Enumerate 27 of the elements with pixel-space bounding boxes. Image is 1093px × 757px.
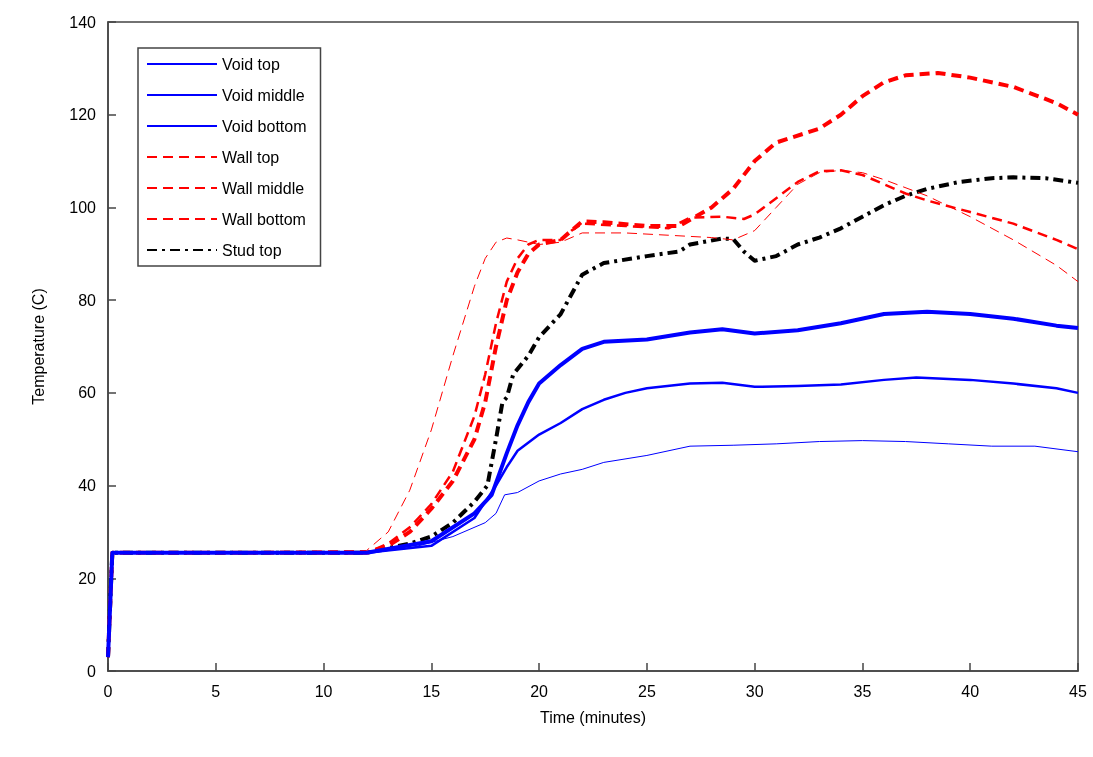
x-tick-label: 35 bbox=[853, 682, 872, 700]
y-tick-label: 120 bbox=[69, 106, 97, 124]
x-tick-label: 45 bbox=[1069, 682, 1087, 700]
y-tick-label: 80 bbox=[78, 291, 97, 309]
x-tick-label: 5 bbox=[211, 682, 221, 700]
legend-label: Void middle bbox=[222, 86, 305, 104]
legend-label: Wall middle bbox=[222, 179, 305, 197]
x-tick-label: 30 bbox=[745, 682, 764, 700]
y-tick-label: 100 bbox=[69, 198, 97, 216]
x-tick-label: 25 bbox=[637, 682, 656, 700]
y-tick-label: 40 bbox=[78, 477, 97, 495]
legend-label: Stud top bbox=[222, 241, 282, 259]
x-tick-label: 20 bbox=[530, 682, 549, 700]
y-tick-label: 0 bbox=[87, 662, 97, 680]
legend-label: Wall bottom bbox=[222, 210, 306, 228]
x-tick-label: 0 bbox=[103, 682, 113, 700]
y-tick-label: 140 bbox=[69, 13, 97, 31]
x-tick-label: 15 bbox=[422, 682, 441, 700]
y-axis-title: Temperature (C) bbox=[29, 288, 47, 405]
legend-label: Void top bbox=[222, 55, 280, 73]
x-tick-label: 10 bbox=[314, 682, 333, 700]
x-axis-title: Time (minutes) bbox=[539, 708, 647, 726]
legend-label: Wall top bbox=[222, 148, 280, 166]
legend-label: Void bottom bbox=[222, 117, 307, 135]
y-tick-label: 20 bbox=[78, 569, 97, 587]
y-tick-label: 60 bbox=[78, 384, 97, 402]
x-tick-label: 40 bbox=[961, 682, 980, 700]
